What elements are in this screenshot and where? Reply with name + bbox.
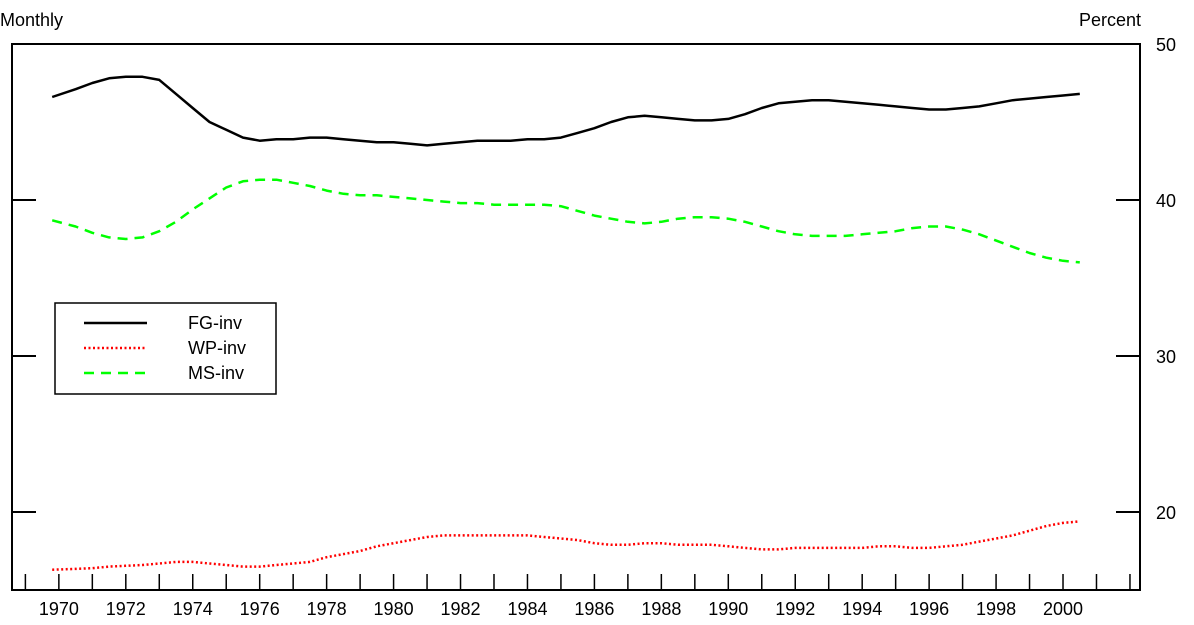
x-tick-label: 1988 (641, 599, 681, 619)
x-tick-label: 1992 (775, 599, 815, 619)
legend-label-wp-inv: WP-inv (188, 338, 246, 358)
x-tick-label: 1996 (909, 599, 949, 619)
x-tick-label: 1994 (842, 599, 882, 619)
left-corner-label: Monthly (0, 10, 63, 30)
x-tick-label: 1984 (507, 599, 547, 619)
plot-frame (11, 43, 1141, 591)
series-line-wp-inv (52, 520, 1080, 571)
x-tick-label: 1982 (440, 599, 480, 619)
y-tick-label: 20 (1156, 503, 1176, 523)
x-tick-label: 1974 (173, 599, 213, 619)
right-corner-label: Percent (1079, 10, 1141, 30)
series-line-ms-inv (51, 178, 1080, 264)
legend-label-fg-inv: FG-inv (188, 313, 242, 333)
y-tick-label: 30 (1156, 347, 1176, 367)
y-tick-label: 50 (1156, 35, 1176, 55)
legend-label-ms-inv: MS-inv (188, 363, 244, 383)
x-tick-label: 1998 (976, 599, 1016, 619)
legend: FG-inv WP-inv MS-inv (54, 302, 277, 395)
x-tick-label: 1972 (106, 599, 146, 619)
series-layer (51, 75, 1080, 571)
series-line-fg-inv (51, 75, 1080, 147)
x-tick-label: 1978 (307, 599, 347, 619)
x-tick-label: 1980 (374, 599, 414, 619)
y-axis: 20 30 40 50 (12, 35, 1176, 523)
x-tick-label: 1986 (574, 599, 614, 619)
x-tick-label: 2000 (1043, 599, 1083, 619)
x-tick-label: 1990 (708, 599, 748, 619)
y-tick-label: 40 (1156, 191, 1176, 211)
legend-box (54, 302, 277, 395)
x-tick-label: 1970 (39, 599, 79, 619)
x-axis: 1970 1972 1974 1976 1978 1980 1982 1984 1986 1988… (24, 574, 1131, 619)
x-tick-label: 1976 (240, 599, 280, 619)
